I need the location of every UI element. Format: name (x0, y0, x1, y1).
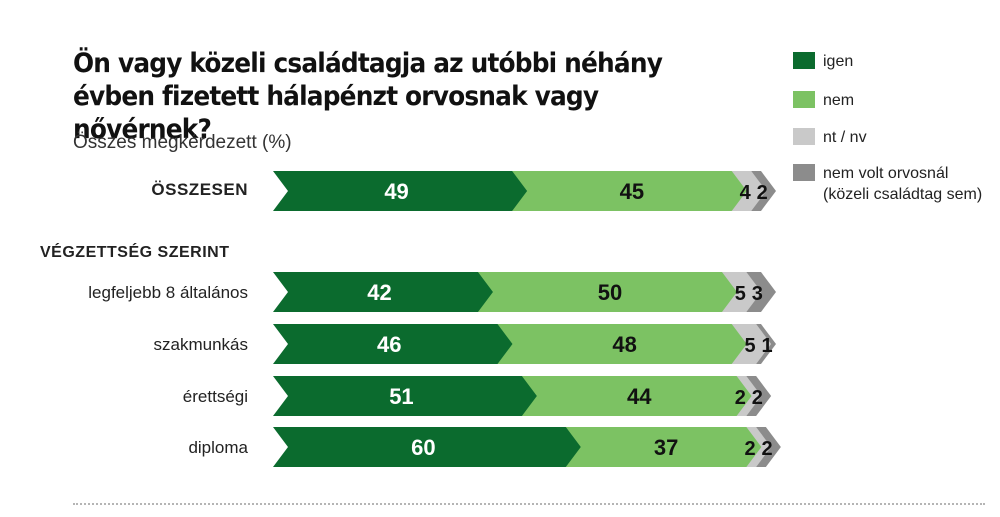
value-label-8-altalanos-nem: 50 (598, 280, 622, 305)
legend-swatch-nem (793, 91, 815, 108)
bar-erettsegi-nem (521, 376, 752, 416)
value-label-osszesen-nem: 45 (620, 179, 644, 204)
legend-swatch-nem-volt (793, 164, 815, 181)
bar-diploma-igen (273, 427, 581, 467)
bar-szakmunkas-igen (273, 324, 513, 364)
value-label-szakmunkas-nem: 48 (612, 332, 636, 357)
bar-8-altalanos-nt-nv (721, 272, 762, 312)
chart-subtitle: Összes megkérdezett (%) (73, 132, 292, 153)
value-label-osszesen-nem-volt: 2 (757, 182, 768, 204)
value-label-osszesen-nt-nv: 4 (740, 182, 752, 204)
value-label-erettsegi-nt-nv: 2 (735, 387, 746, 409)
value-label-8-altalanos-igen: 42 (367, 280, 391, 305)
legend-swatch-nt-nv (793, 128, 815, 145)
category-label-erettsegi: érettségi (182, 387, 248, 406)
bar-osszesen-nem (512, 171, 747, 211)
value-label-erettsegi-igen: 51 (389, 384, 413, 409)
legend-label-nt-nv: nt / nv (823, 129, 867, 146)
bar-osszesen-nt-nv (731, 171, 767, 211)
value-label-osszesen-igen: 49 (384, 179, 408, 204)
value-label-erettsegi-nem-volt: 2 (752, 387, 763, 409)
bar-szakmunkas-nt-nv (731, 324, 772, 364)
value-label-szakmunkas-nt-nv: 5 (745, 335, 756, 357)
bar-8-altalanos-igen (273, 272, 493, 312)
value-label-8-altalanos-nt-nv: 5 (735, 283, 746, 305)
category-label-8-altalanos: legfeljebb 8 általános (88, 283, 248, 302)
value-label-szakmunkas-igen: 46 (377, 332, 401, 357)
category-label-osszesen: ÖSSZESEN (151, 180, 248, 199)
value-label-diploma-nt-nv: 2 (745, 438, 756, 460)
value-label-8-altalanos-nem-volt: 3 (752, 283, 763, 305)
bar-8-altalanos-nem (477, 272, 737, 312)
bar-diploma-nem (565, 427, 762, 467)
value-label-diploma-nem-volt: 2 (762, 438, 773, 460)
bar-erettsegi-igen (273, 376, 537, 416)
value-label-szakmunkas-nem-volt: 1 (762, 335, 773, 357)
chart-title: Ön vagy közeli családtagja az utóbbi néh… (73, 48, 663, 145)
value-label-diploma-nem: 37 (654, 435, 678, 460)
divider (73, 503, 985, 505)
legend-swatch-igen (793, 52, 815, 69)
value-label-diploma-igen: 60 (411, 435, 435, 460)
bar-szakmunkas-nem (497, 324, 747, 364)
legend-label-igen: igen (823, 53, 854, 70)
legend-label-nem-volt: nem volt orvosnál (közeli családtag sem) (823, 165, 983, 203)
section-label: VÉGZETTSÉG SZERINT (40, 244, 230, 261)
legend-label-nem: nem (823, 92, 855, 109)
value-label-erettsegi-nem: 44 (627, 384, 652, 409)
category-label-szakmunkas: szakmunkás (153, 335, 248, 354)
bar-osszesen-igen (273, 171, 528, 211)
category-label-diploma: diploma (188, 438, 248, 457)
